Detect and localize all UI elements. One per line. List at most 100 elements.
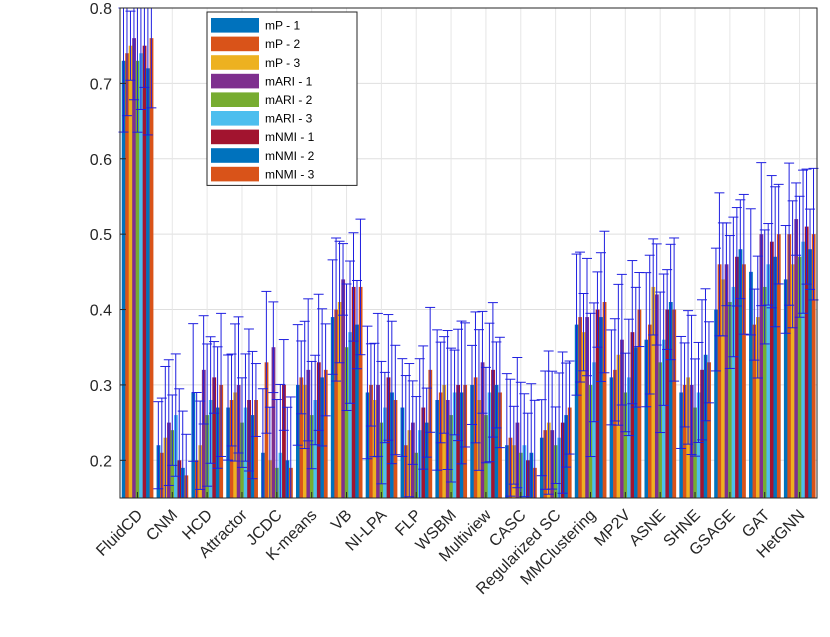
error-bars bbox=[118, 7, 819, 499]
legend-label: mP - 2 bbox=[265, 37, 300, 51]
bar-mARI-1-HCD bbox=[201, 369, 206, 498]
bar-mP-1-ASNE bbox=[644, 339, 649, 498]
bar-mARI-3-MP2V bbox=[627, 377, 631, 498]
bar-mARI-1-Multiview bbox=[480, 362, 485, 498]
legend-swatch bbox=[211, 129, 259, 145]
bar-mNMI-2-FluidCD bbox=[146, 68, 150, 499]
legend-label: mNMI - 3 bbox=[265, 167, 315, 181]
bar-mNMI-2-MP2V bbox=[634, 347, 638, 498]
bar-mNMI-2-GAT bbox=[773, 256, 778, 498]
bar-mP-1-MMClustering bbox=[574, 324, 579, 498]
bar-mP-3-GSAGE bbox=[721, 279, 725, 498]
y-tick-label: 0.4 bbox=[90, 303, 112, 320]
bar-mP-2-Attractor bbox=[229, 400, 234, 498]
legend-label: mARI - 3 bbox=[265, 112, 313, 126]
bar-mP-3-ASNE bbox=[651, 286, 656, 498]
y-tick-label: 0.8 bbox=[90, 1, 112, 18]
legend-swatch bbox=[211, 55, 259, 70]
y-tick-label: 0.5 bbox=[90, 227, 112, 244]
bar-mNMI-1-HetGNN bbox=[804, 226, 809, 498]
bar-mNMI-1-WSBM bbox=[456, 384, 461, 498]
bar-mARI-3-NI-LPA bbox=[383, 407, 387, 498]
plot-frame bbox=[119, 7, 818, 499]
bar-mARI-3-HetGNN bbox=[801, 241, 806, 498]
bar-mP-2-WSBM bbox=[438, 392, 443, 498]
y-tick-label: 0.2 bbox=[90, 453, 112, 470]
y-tick-label: 0.3 bbox=[90, 378, 112, 395]
bar-mNMI-2-VB bbox=[355, 324, 360, 498]
bar-mNMI-3-ASNE bbox=[672, 309, 677, 498]
bar-mNMI-2-ASNE bbox=[668, 302, 673, 498]
bar-mARI-3-ASNE bbox=[661, 339, 666, 498]
legend-swatch bbox=[211, 73, 259, 89]
bar-mNMI-1-JCDC bbox=[282, 384, 286, 498]
bar-mARI-3-GAT bbox=[766, 264, 771, 498]
legend-swatch bbox=[211, 92, 259, 107]
bar-mARI-2-FluidCD bbox=[135, 60, 140, 499]
legend-label: mARI - 1 bbox=[265, 74, 313, 88]
bar-mNMI-1-MP2V bbox=[630, 332, 635, 498]
legend-label: mP - 3 bbox=[265, 56, 300, 70]
bar-mP-2-HetGNN bbox=[787, 234, 792, 498]
bar-mP-1-Multiview bbox=[470, 384, 475, 498]
bar-mP-3-MP2V bbox=[616, 354, 621, 498]
bar-mNMI-3-SHNE bbox=[707, 362, 712, 498]
bar-mNMI-1-ASNE bbox=[665, 309, 670, 498]
bar-mP-2-VB bbox=[334, 309, 339, 498]
bar-mARI-1-HetGNN bbox=[794, 219, 799, 499]
bar-mARI-3-FluidCD bbox=[139, 53, 143, 498]
bar-mNMI-2-Multiview bbox=[494, 384, 499, 498]
bar-mNMI-2-SHNE bbox=[703, 354, 708, 498]
bar-mNMI-1-VB bbox=[351, 286, 356, 498]
bar-mP-2-GAT bbox=[752, 324, 757, 498]
bar-mNMI-1-MMClustering bbox=[595, 309, 600, 498]
bar-mNMI-2-FLP bbox=[424, 422, 429, 498]
bar-mARI-3-GSAGE bbox=[731, 286, 736, 498]
y-tick-label: 0.7 bbox=[90, 76, 112, 93]
legend-label: mARI - 2 bbox=[265, 93, 313, 107]
legend-label: mP - 1 bbox=[265, 19, 300, 33]
bar-mNMI-2-GSAGE bbox=[738, 249, 743, 498]
bar-mARI-2-GSAGE bbox=[728, 302, 732, 498]
bar-mP-3-VB bbox=[337, 302, 342, 498]
bar-mNMI-2-HetGNN bbox=[808, 249, 813, 498]
bar-mNMI-3-VB bbox=[358, 286, 363, 498]
legend-swatch bbox=[211, 36, 259, 52]
bar-mNMI-1-GAT bbox=[769, 241, 774, 498]
bar-mNMI-3-K-means bbox=[323, 369, 328, 498]
legend-swatch bbox=[211, 111, 259, 126]
bar-mARI-1-MMClustering bbox=[585, 317, 590, 498]
bar-mP-1-GAT bbox=[749, 271, 753, 498]
bar-mARI-1-VB bbox=[341, 279, 346, 498]
bar-mP-2-SHNE bbox=[682, 384, 687, 498]
bar-mP-2-GSAGE bbox=[717, 264, 722, 498]
bar-mNMI-3-Attractor bbox=[254, 400, 258, 498]
y-tick-label: 0.6 bbox=[90, 152, 112, 169]
bar-mP-2-NI-LPA bbox=[369, 384, 373, 498]
bar-mARI-3-WSBM bbox=[452, 392, 457, 498]
bar-mNMI-1-HCD bbox=[212, 377, 217, 498]
legend-swatch bbox=[211, 18, 259, 33]
bar-mP-1-HetGNN bbox=[783, 279, 788, 498]
bar-mP-3-WSBM bbox=[442, 384, 447, 498]
bar-mARI-3-MMClustering bbox=[592, 362, 597, 498]
bar-mP-2-FluidCD bbox=[125, 53, 130, 498]
bar-mARI-3-K-means bbox=[313, 400, 318, 498]
bar-mP-3-FluidCD bbox=[128, 45, 133, 498]
bar-mARI-2-VB bbox=[344, 347, 349, 498]
bar-mARI-3-SHNE bbox=[696, 392, 701, 498]
bar-mP-2-MMClustering bbox=[578, 317, 583, 498]
bar-mNMI-1-FluidCD bbox=[142, 45, 147, 498]
bar-mP-2-K-means bbox=[299, 377, 304, 498]
bar-mP-2-MP2V bbox=[613, 369, 617, 498]
bar-mARI-1-MP2V bbox=[620, 339, 624, 498]
bar-mARI-2-HetGNN bbox=[797, 256, 802, 498]
bar-mNMI-1-GSAGE bbox=[735, 256, 739, 498]
bar-mP-1-FluidCD bbox=[121, 60, 126, 499]
legend-label: mNMI - 1 bbox=[265, 130, 315, 144]
bar-mP-3-HetGNN bbox=[790, 264, 795, 498]
bar-mNMI-3-MP2V bbox=[637, 309, 642, 498]
bar-mNMI-3-GAT bbox=[776, 234, 781, 498]
bar-mNMI-3-HetGNN bbox=[811, 234, 816, 498]
bar-mARI-1-GAT bbox=[759, 234, 764, 498]
